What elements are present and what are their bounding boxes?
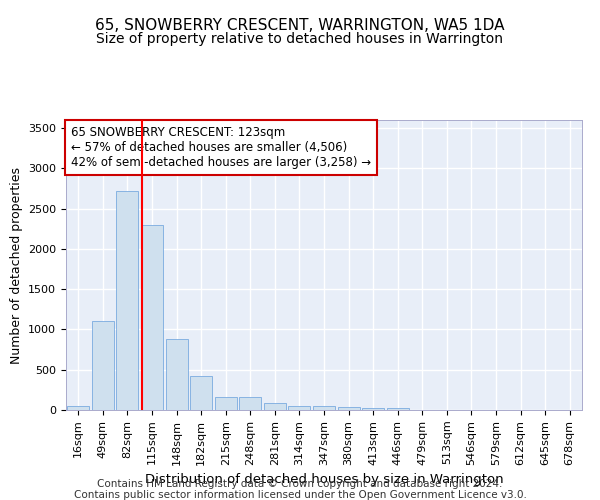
Bar: [239, 396, 262, 410]
Bar: [386, 408, 409, 410]
Bar: [313, 406, 335, 410]
Y-axis label: Number of detached properties: Number of detached properties: [10, 166, 23, 364]
X-axis label: Distribution of detached houses by size in Warrington: Distribution of detached houses by size …: [145, 473, 503, 486]
Text: Size of property relative to detached houses in Warrington: Size of property relative to detached ho…: [97, 32, 503, 46]
Bar: [141, 224, 163, 410]
Text: Contains HM Land Registry data © Crown copyright and database right 2024.: Contains HM Land Registry data © Crown c…: [97, 479, 503, 489]
Bar: [289, 406, 310, 410]
Bar: [92, 322, 114, 410]
Text: 65 SNOWBERRY CRESCENT: 123sqm
← 57% of detached houses are smaller (4,506)
42% o: 65 SNOWBERRY CRESCENT: 123sqm ← 57% of d…: [71, 126, 371, 169]
Bar: [362, 408, 384, 410]
Bar: [338, 407, 359, 410]
Bar: [116, 191, 139, 410]
Text: Contains public sector information licensed under the Open Government Licence v3: Contains public sector information licen…: [74, 490, 526, 500]
Bar: [190, 376, 212, 410]
Text: 65, SNOWBERRY CRESCENT, WARRINGTON, WA5 1DA: 65, SNOWBERRY CRESCENT, WARRINGTON, WA5 …: [95, 18, 505, 32]
Bar: [264, 403, 286, 410]
Bar: [67, 406, 89, 410]
Bar: [166, 339, 188, 410]
Bar: [215, 396, 237, 410]
